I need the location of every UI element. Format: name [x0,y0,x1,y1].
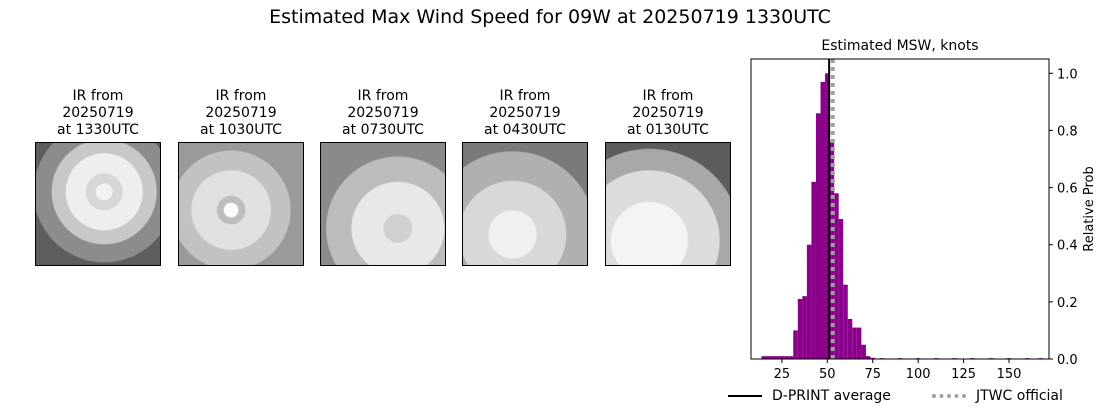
chart-legend: D-PRINT average JTWC official [726,386,1096,406]
histogram-bar [770,356,776,359]
legend-item-dprint: D-PRINT average [728,386,891,406]
ir-caption-line1: IR from [499,88,551,104]
x-tick-label: 75 [864,367,881,382]
ir-caption: IR from 20250719 at 0130UTC [604,88,732,142]
histogram-bar [802,296,807,359]
ir-panel: IR from 20250719 at 0130UTC [604,88,732,266]
ir-caption-line3: at 0730UTC [342,122,424,138]
y-tick-label: 0.4 [1057,239,1078,254]
satellite-ir-image [178,142,304,266]
histogram-bar [806,244,812,359]
y-tick-label: 0.6 [1057,182,1078,197]
ir-caption-line2: 20250719 [205,105,277,121]
ir-caption-line3: at 0430UTC [484,122,566,138]
chart-title: Estimated MSW, knots [821,38,978,54]
ir-caption-line1: IR from [215,88,267,104]
ir-caption-line2: 20250719 [632,105,704,121]
histogram-bar [797,299,803,359]
legend-label-jtwc: JTWC official [976,388,1063,404]
histogram-bar [820,81,826,359]
ir-caption: IR from 20250719 at 0430UTC [461,88,589,142]
histogram-bar [825,73,830,360]
satellite-ir-image [605,142,731,266]
x-tick-label: 100 [906,367,931,382]
figure-title: Estimated Max Wind Speed for 09W at 2025… [269,6,831,28]
histogram-bar [870,357,876,359]
legend-item-jtwc: JTWC official [932,386,1063,406]
y-tick-label: 0.2 [1057,296,1078,311]
ir-caption-line2: 20250719 [347,105,419,121]
histogram-bar [779,356,785,359]
x-tick-label: 25 [774,367,791,382]
legend-label-dprint: D-PRINT average [772,388,891,404]
ir-caption-line2: 20250719 [489,105,561,121]
histogram-bar [829,141,835,359]
x-tick-label: 50 [819,367,836,382]
ir-caption-line1: IR from [357,88,409,104]
ir-panel: IR from 20250719 at 0730UTC [319,88,447,266]
ir-caption: IR from 20250719 at 1030UTC [177,88,305,142]
histogram-bar [761,356,766,359]
x-tick-label: 150 [997,367,1022,382]
histogram-bar [775,356,780,359]
ir-caption-line3: at 1330UTC [57,122,139,138]
ir-caption-line2: 20250719 [62,105,134,121]
histogram-bar [765,356,771,359]
y-tick-label: 1.0 [1057,67,1078,82]
ir-caption-line3: at 0130UTC [627,122,709,138]
histogram-bar [843,284,848,359]
ir-caption: IR from 20250719 at 0730UTC [319,88,447,142]
y-tick-label: 0.0 [1057,353,1078,368]
histogram-bar [788,356,794,359]
histogram-bar [865,356,871,359]
x-tick-label: 125 [951,367,976,382]
y-tick-label: 0.8 [1057,124,1078,139]
solid-line-icon [728,395,762,397]
histogram-bar [856,327,862,359]
ir-caption-line1: IR from [642,88,694,104]
satellite-ir-image [35,142,161,266]
ir-caption: IR from 20250719 at 1330UTC [34,88,162,142]
ir-panel: IR from 20250719 at 1330UTC [34,88,162,266]
satellite-ir-image [320,142,446,266]
ir-panel: IR from 20250719 at 0430UTC [461,88,589,266]
histogram-bar [815,113,821,360]
histogram-bar [861,344,866,359]
histogram-bar [834,193,839,359]
ir-caption-line3: at 1030UTC [200,122,282,138]
y-axis-label: Relative Prob [1082,166,1097,251]
histogram-bar [838,219,844,359]
histogram-bar [847,319,853,359]
ir-caption-line1: IR from [72,88,124,104]
satellite-ir-image [462,142,588,266]
histogram-bar [852,327,857,359]
histogram-bar [811,181,816,359]
plot-frame [750,58,1050,360]
dotted-line-icon [932,394,966,398]
histogram-bar [793,330,798,359]
ir-panel: IR from 20250719 at 1030UTC [177,88,305,266]
histogram-bar [784,356,789,359]
